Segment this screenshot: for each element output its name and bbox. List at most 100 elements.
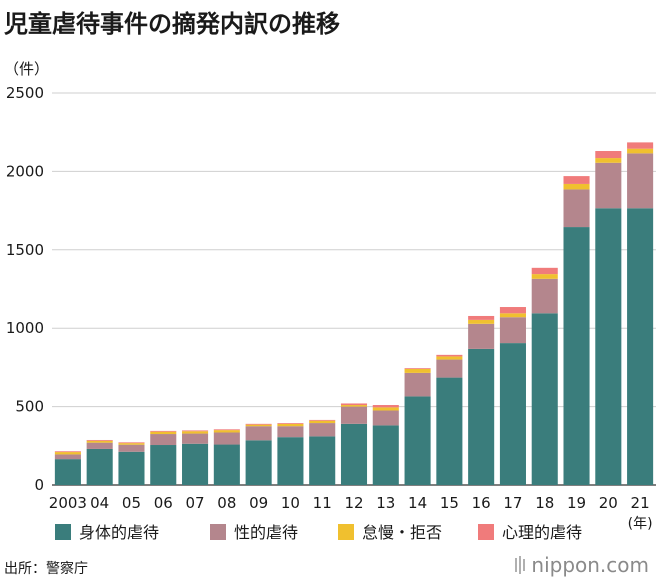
x-tick-label: 09 [249,494,268,512]
bar-stack-09 [245,423,272,485]
bar-stack-18 [531,267,558,485]
bar-segment [340,403,368,406]
bar-segment [309,436,336,485]
y-tick-label: 1000 [6,319,44,337]
bar-segment [277,426,304,438]
bar-stack-20 [595,151,622,486]
x-tick-label: 12 [344,494,363,512]
y-tick-label: 0 [34,476,44,494]
legend-label: 心理的虐待 [502,523,582,542]
bar-segment [340,423,368,485]
bar-segment [182,430,209,432]
bar-segment [213,432,240,445]
legend-label: 性的虐待 [234,523,298,542]
bar-stack-07 [182,430,209,485]
bar-segment [531,313,558,485]
bar-segment [499,317,526,344]
x-tick-label: 2003 [49,494,87,512]
bar-stack-04 [86,439,113,485]
x-tick-label: 19 [567,494,586,512]
bar-segment [54,452,81,455]
bar-segment [436,356,463,360]
bar-stack-12 [340,403,368,485]
bar-segment [595,158,622,163]
y-axis-unit-label: （件） [4,60,50,78]
x-tick-label: 13 [376,494,395,512]
bar-stack-19 [563,176,590,485]
bar-segment [372,410,399,426]
bar-segment [372,407,399,411]
x-tick-label: 18 [535,494,554,512]
bar-segment [182,433,209,444]
bar-segment [309,419,336,421]
bar-segment [595,162,622,209]
bar-segment [627,142,654,149]
bar-stack-15 [436,354,463,485]
legend: 身体的虐待 性的虐待 怠慢・拒否 心理的虐待 [55,523,582,542]
bar-segment [563,183,590,190]
legend-label: 怠慢・拒否 [362,523,442,542]
x-tick-label: 20 [599,494,618,512]
x-tick-label: 17 [503,494,522,512]
bar-segment [627,208,654,486]
bar-stack-05 [118,442,145,485]
bar-stack-21 [627,142,654,486]
bar-stack-13 [372,405,399,485]
bar-segment [563,176,590,184]
bar-segment [118,444,145,452]
brand-logo: nippon.com [515,553,649,577]
legend-label: 身体的虐待 [79,523,159,542]
bar-segment [627,148,654,154]
bar-segment [531,274,558,279]
legend-swatch [210,524,226,540]
x-tick-label: 11 [313,494,332,512]
bar-segment [245,423,272,425]
x-tick-label: 10 [281,494,300,512]
x-tick-label: 05 [122,494,141,512]
x-tick-label: 07 [186,494,205,512]
bars [54,142,654,486]
x-tick-label: 21 [631,494,650,512]
bar-stack-2003 [54,451,81,485]
bar-stack-17 [499,307,526,485]
bar-segment [309,423,336,437]
bar-segment [182,443,209,485]
bar-segment [595,208,622,486]
y-tick-label: 1500 [6,241,44,259]
bar-segment [213,444,240,485]
bar-segment [404,396,431,485]
bar-segment [54,459,81,485]
bar-stack-14 [404,368,431,485]
y-tick-label: 2500 [6,84,44,102]
x-tick-label: 15 [440,494,459,512]
x-axis-unit-label: (年) [628,516,653,532]
bar-segment [277,423,304,427]
bar-segment [404,368,431,369]
bar-stack-06 [150,430,177,485]
bar-segment [499,307,526,314]
bar-segment [150,434,177,446]
x-tick-label: 04 [90,494,109,512]
bar-segment [372,425,399,485]
bar-stack-10 [277,423,304,485]
bar-segment [531,278,558,314]
bar-segment [86,440,113,443]
source-note: 出所：警察庁 [4,561,88,577]
bar-segment [309,420,336,424]
bar-segment [54,454,81,460]
x-axis-ticks: 2003 04 05 06 07 08 09 10 11 12 13 14 15 16 17 18 19 20 21… [49,494,653,532]
bar-segment [150,445,177,485]
bar-segment [245,426,272,441]
bar-segment [468,319,495,324]
legend-swatch [55,524,71,540]
bar-segment [340,405,368,407]
x-tick-label: 16 [472,494,491,512]
bar-segment [563,189,590,228]
bar-segment [436,359,463,378]
bar-segment [531,267,558,275]
bar-segment [499,313,526,318]
bar-stack-08 [213,429,240,485]
bar-segment [404,368,431,373]
bar-segment [468,348,495,485]
